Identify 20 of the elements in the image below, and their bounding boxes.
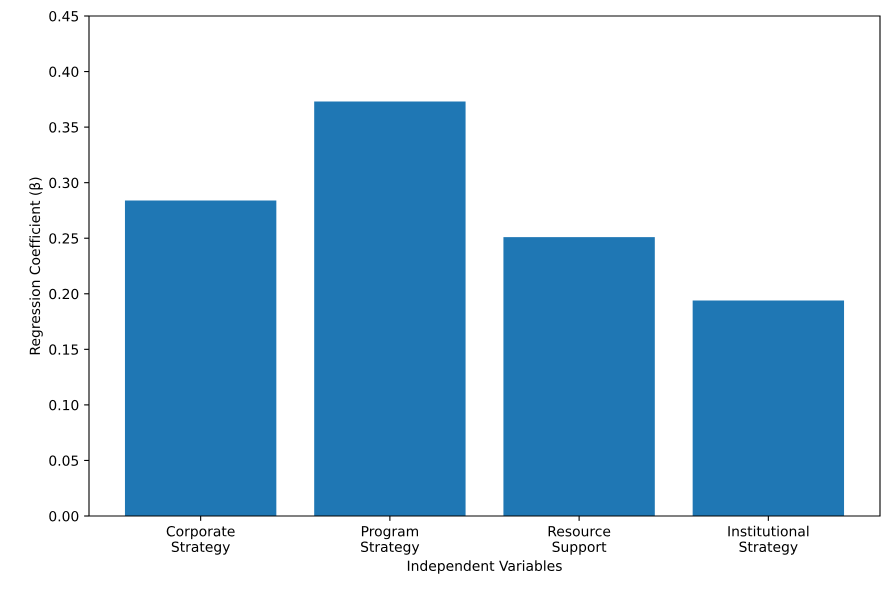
x-tick-label: Institutional Strategy [728, 526, 808, 555]
x-tick-label: Corporate Strategy [166, 526, 235, 555]
bar [503, 237, 655, 516]
y-tick-label: 0.35 [49, 122, 78, 133]
bar [692, 300, 844, 516]
bar [314, 102, 466, 516]
x-axis-title: Independent Variables [408, 560, 562, 574]
y-tick-label: 0.40 [49, 66, 78, 78]
x-tick-label: Program Strategy [361, 526, 420, 555]
y-tick-label: 0.20 [49, 288, 78, 300]
y-tick-label: 0.45 [49, 10, 78, 22]
y-axis-title: Regression Coefficient (β) [29, 178, 43, 354]
y-tick-label: 0.30 [49, 178, 78, 188]
y-tick-label: 0.25 [49, 233, 78, 244]
y-tick-label: 0.05 [49, 455, 78, 466]
y-tick-label: 0.10 [49, 400, 78, 410]
y-tick-label: 0.15 [49, 344, 78, 355]
bar [124, 200, 276, 516]
x-tick-label: Resource Support [548, 526, 610, 555]
y-tick-label: 0.00 [49, 510, 78, 522]
